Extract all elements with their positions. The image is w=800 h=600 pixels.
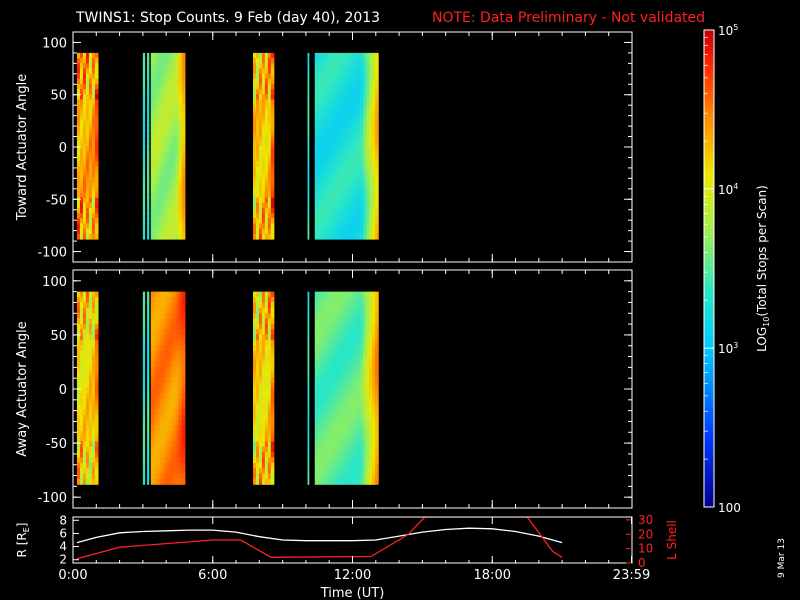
away-data-block: [150, 291, 186, 485]
preliminary-note: NOTE: Data Preliminary - Not validated: [432, 10, 705, 26]
x-tick-label: 0:00: [58, 568, 87, 583]
l-shell-tick-label: 10: [638, 542, 653, 556]
y-tick-label: 50: [50, 329, 67, 344]
away-data-block: [253, 291, 275, 485]
x-tick-label: 6:00: [198, 568, 227, 583]
colorbar-tick-label: 104: [718, 182, 738, 197]
x-tick-label: 12:00: [334, 568, 371, 583]
r-tick-label: 2: [59, 553, 67, 567]
colorbar-tick-label: 100: [718, 501, 741, 515]
r-tick-label: 8: [59, 513, 67, 527]
away-data-block: [76, 291, 99, 485]
r-tick-label: 6: [59, 526, 67, 540]
toward-data-block: [142, 52, 146, 240]
y-tick-label: 100: [42, 275, 67, 290]
away-data-block: [147, 291, 150, 485]
y-tick-label: -50: [46, 193, 67, 208]
toward-data-block: [147, 52, 150, 240]
colorbar-title: LOG10(Total Stops per Scan): [755, 185, 771, 352]
toward-data-block: [307, 52, 310, 240]
l-shell-tick-label: 30: [638, 513, 653, 527]
y-tick-label: 0: [59, 141, 67, 156]
l-shell-tick-label: 20: [638, 527, 653, 541]
r-distance-line: [76, 527, 563, 544]
y-tick-label: 50: [50, 89, 67, 104]
r-axis-label: R [RE]: [15, 523, 31, 558]
x-tick-label: 23:59: [613, 568, 650, 583]
y-tick-label: 0: [59, 383, 67, 398]
toward-data-block: [76, 52, 99, 240]
chart-title: TWINS1: Stop Counts. 9 Feb (day 40), 201…: [75, 10, 380, 26]
l-shell-tick-label: 0: [638, 556, 646, 570]
toward-data-block: [150, 52, 186, 240]
toward-data-block: [253, 52, 275, 240]
y-tick-label: -100: [37, 491, 67, 506]
away-data-block: [307, 291, 310, 485]
date-stamp: 9 Mar 13: [777, 538, 787, 578]
l-shell-axis-label: L Shell: [665, 520, 679, 560]
y-axis-label: Away Actuator Angle: [15, 321, 30, 456]
x-tick-label: 18:00: [474, 568, 511, 583]
y-tick-label: -50: [46, 437, 67, 452]
toward-data-block: [314, 52, 379, 240]
toward-panel: 100 50 0 -50 -100 Toward Actuator Angle: [15, 31, 633, 263]
l-shell-line: [76, 517, 563, 560]
y-tick-label: -100: [37, 246, 67, 261]
away-panel: 100 50 0 -50 -100 Away Actuator Angle: [15, 269, 633, 509]
colorbar-tick-label: 103: [718, 341, 738, 356]
colorbar-tick-label: 105: [718, 23, 738, 38]
colorbar: 105 104 103 100 LOG10(Total Stops per Scan): [703, 23, 771, 515]
away-data-block: [314, 291, 379, 485]
away-data-block: [142, 291, 146, 485]
y-axis-label: Toward Actuator Angle: [15, 74, 30, 221]
x-axis-label: Time (UT): [320, 586, 385, 600]
y-tick-label: 100: [42, 36, 67, 51]
r-tick-label: 4: [59, 540, 67, 554]
